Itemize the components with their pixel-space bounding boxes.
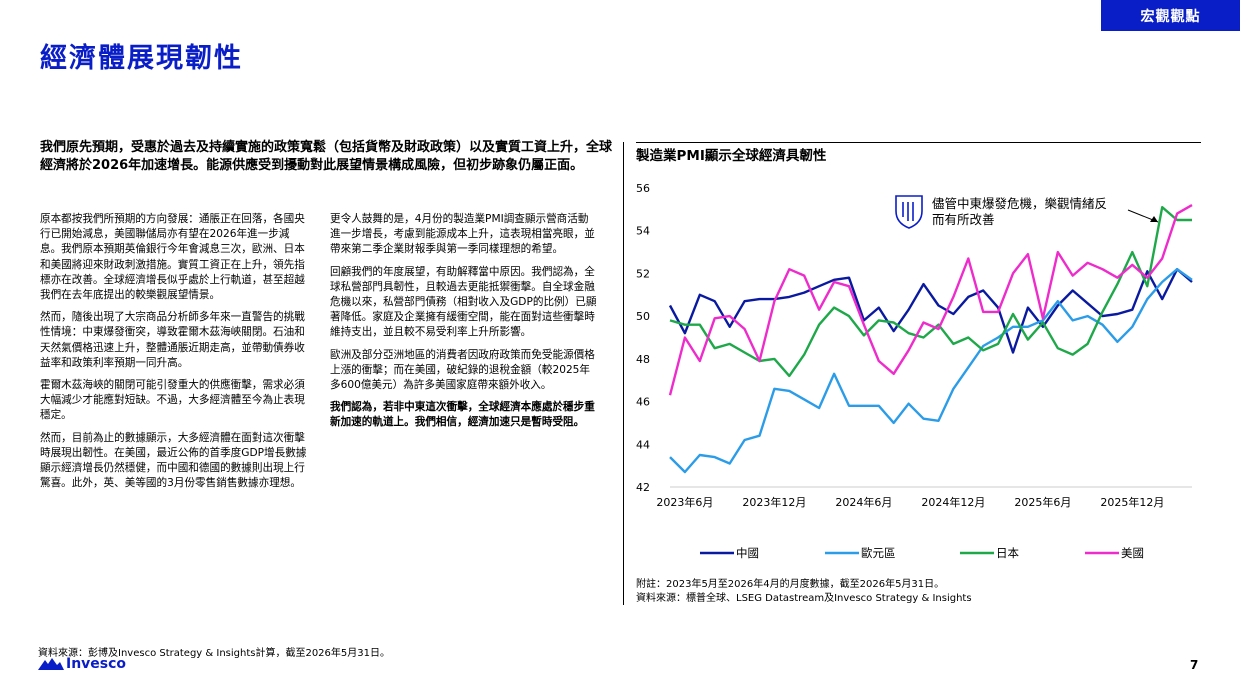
section-tag: 宏觀觀點	[1101, 0, 1240, 31]
body-paragraph: 歐洲及部分亞洲地區的消費者因政府政策而免受能源價格上漲的衝擊；而在美國，破紀錄的…	[330, 348, 595, 392]
page-number: 7	[1190, 658, 1199, 672]
x-tick-label: 2023年6月	[656, 495, 713, 509]
x-tick-label: 2024年12月	[921, 495, 985, 509]
chart-top-rule	[636, 142, 1201, 143]
series-line	[668, 267, 1193, 354]
x-tick-label: 2025年12月	[1100, 495, 1164, 509]
y-tick-label: 56	[636, 182, 650, 195]
y-tick-label: 54	[636, 225, 650, 238]
legend-label: 歐元區	[861, 546, 896, 560]
body-paragraph: 然而，目前為止的數據顯示，大多經濟體在面對這次衝擊時展現出韌性。在美國，最近公佈…	[40, 431, 307, 490]
body-paragraph: 更令人鼓舞的是，4月份的製造業PMI調查顯示營商活動進一步增長，考慮到能源成本上…	[330, 213, 595, 256]
y-tick-label: 44	[636, 438, 650, 451]
y-tick-label: 42	[636, 481, 650, 494]
legend-label: 中國	[736, 546, 759, 560]
series-line	[668, 204, 1193, 396]
chart-note: 附註：2023年5月至2026年4月的月度數據，截至2026年5月31日。	[636, 579, 945, 590]
x-tick-label: 2025年6月	[1014, 495, 1071, 509]
y-tick-label: 48	[636, 353, 650, 366]
x-axis: 2023年6月 2023年12月 2024年6月 2024年12月 2025年6月 202…	[656, 495, 1164, 509]
lead-paragraph: 我們原先預期，受惠於過去及持續實施的政策寬鬆（包括貨幣及財政政策）以及實質工資上…	[40, 140, 613, 173]
chart-notes: 附註：2023年5月至2026年4月的月度數據，截至2026年5月31日。 資料…	[636, 578, 972, 606]
y-tick-label: 50	[636, 310, 650, 323]
body-paragraph: 回顧我們的年度展望，有助解釋當中原因。我們認為，全球私營部門具韌性，且較過去更能…	[330, 265, 597, 339]
chart-legend: 中國 歐元區 日本 美國	[700, 546, 1144, 560]
chart-title: 製造業PMI顯示全球經濟具韌性	[636, 148, 827, 164]
footer-source: 資料來源：彭博及Invesco Strategy & Insights計算，截至…	[38, 648, 390, 659]
series-line	[669, 206, 1192, 378]
body-column-left: 原本都按我們所預期的方向發展：通脹正在回落，各國央行已開始減息，美國聯儲局亦有望…	[40, 212, 308, 498]
invesco-logo: Invesco	[38, 656, 126, 672]
x-tick-label: 2023年12月	[742, 495, 806, 509]
body-column-right: 更令人鼓舞的是，4月份的製造業PMI調查顯示營商活動進一步增長，考慮到能源成本上…	[330, 212, 598, 438]
body-paragraph: 然而，隨後出現了大宗商品分析師多年來一直警告的挑戰性情境：中東爆發衝突，導致霍爾…	[40, 311, 305, 369]
y-tick-label: 52	[636, 267, 650, 280]
annotation-arrowhead	[1150, 216, 1158, 222]
page-title: 經濟體展現韌性	[40, 43, 243, 74]
chart-source: 資料來源：標普全球、LSEG Datastream及Invesco Strate…	[636, 593, 972, 604]
annotation-line-2: 而有所改善	[932, 212, 995, 227]
body-paragraph: 霍爾木茲海峽的關閉可能引發重大的供應衝擊，需求必須大幅減少才能應對短缺。不過，大…	[40, 379, 305, 422]
legend-label: 美國	[1121, 546, 1144, 560]
logo-text: Invesco	[66, 656, 127, 672]
legend-label: 日本	[996, 546, 1019, 560]
x-tick-label: 2024年6月	[835, 495, 892, 509]
annotation: 儘管中東爆發危機，樂觀情緒反 而有所改善	[895, 195, 1159, 229]
body-paragraph-conclusion: 我們認為，若非中東這次衝擊，全球經濟本應處於穩步重新加速的軌道上。我們相信，經濟…	[330, 401, 595, 429]
series-line	[669, 267, 1193, 474]
column-divider	[623, 142, 624, 605]
series-lines	[668, 204, 1193, 474]
y-tick-label: 46	[636, 396, 650, 409]
body-paragraph: 原本都按我們所預期的方向發展：通脹正在回落，各國央行已開始減息，美國聯儲局亦有望…	[40, 213, 305, 302]
annotation-line-1: 儘管中東爆發危機，樂觀情緒反	[932, 196, 1107, 211]
y-axis: 42 44 46 48 50 52 54 56	[636, 182, 650, 494]
mountain-icon	[38, 658, 64, 670]
shield-icon	[895, 195, 923, 229]
